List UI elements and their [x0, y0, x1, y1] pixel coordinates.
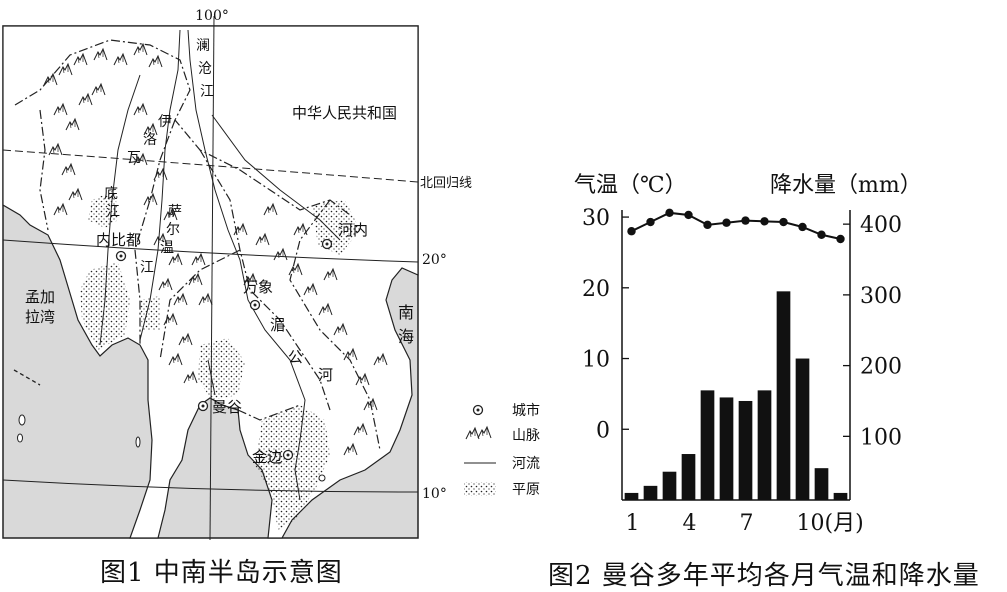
precip-bar	[719, 397, 734, 500]
plain-chao-phraya	[198, 338, 245, 400]
temperature-point	[646, 217, 655, 227]
river-lancang-char: 沧	[198, 60, 212, 77]
right-tick-label: 400	[860, 213, 902, 238]
legend-plain-icon	[464, 482, 496, 496]
river-irrawaddy-char: 伊	[158, 114, 172, 130]
precip-bar	[833, 492, 848, 500]
precip-bar	[681, 454, 696, 500]
country-borders	[14, 39, 381, 451]
temperature-point	[798, 222, 807, 232]
sea-label-1: 南	[398, 303, 414, 322]
city-marker-hanoi	[321, 238, 333, 250]
city-marker-bangkok	[197, 400, 209, 412]
island-chain	[13, 369, 41, 386]
river-irrawaddy-char: 底	[104, 186, 118, 202]
city-marker-phnompenh	[282, 449, 294, 461]
bay-label-2: 拉湾	[25, 308, 55, 326]
river-lancang-char: 澜	[196, 38, 210, 54]
river-mekong-char: 公	[288, 348, 303, 366]
city-label-hanoi: 河内	[338, 221, 368, 239]
small-city-dot	[318, 474, 326, 482]
climate-chart: 气温（℃） 降水量（mm） 0 10 20 30 100 200 300 400 1 4 7 10(月)	[574, 173, 922, 536]
temperature-point	[722, 218, 731, 227]
river-salween-char: 萨	[168, 204, 182, 220]
tropic-of-cancer	[2, 149, 419, 183]
lat-20-label: 20°	[422, 252, 447, 268]
temperature-point	[703, 220, 712, 230]
right-tick-label: 300	[860, 284, 902, 309]
precip-bar	[624, 492, 639, 500]
meridian-label: 100°	[195, 8, 229, 24]
indochina-map: 100° 20° 10° 北回归线 中华人民共和国 孟加 拉湾 南 海 内比都 …	[2, 8, 540, 541]
parallel-20	[2, 239, 419, 263]
legend-city-label: 城市	[512, 402, 540, 419]
bay-label-1: 孟加	[25, 288, 55, 306]
temperature-point	[760, 217, 769, 226]
river-salween-char: 尔	[166, 222, 180, 238]
tropic-label: 北回归线	[420, 176, 472, 191]
legend-plain-label: 平原	[512, 482, 540, 498]
city-label-naypyidaw: 内比都	[96, 231, 141, 249]
temperature-point	[836, 234, 845, 244]
river-salween-char: 江	[140, 260, 154, 276]
lat-10-label: 10°	[422, 486, 447, 502]
precip-bar	[814, 468, 829, 500]
temperature-point	[627, 227, 636, 236]
island	[17, 433, 23, 443]
left-tick-label: 20	[582, 277, 610, 302]
sea-label-2: 海	[398, 327, 414, 346]
right-tick-label: 100	[860, 425, 902, 450]
legend-mountain-label: 山脉	[512, 428, 540, 444]
island	[135, 436, 141, 448]
china-label: 中华人民共和国	[292, 104, 397, 122]
temperature-point	[817, 230, 826, 239]
river-mekong-char: 河	[318, 366, 333, 384]
legend-river-label: 河流	[512, 456, 540, 472]
temperature-point	[779, 217, 788, 227]
meridian-100	[209, 15, 215, 541]
x-tick-label: 1	[626, 511, 640, 536]
precip-bar	[738, 400, 753, 500]
left-tick-label: 0	[596, 418, 610, 443]
precip-bar	[643, 485, 658, 500]
precip-bar	[662, 471, 677, 500]
x-tick-label: 4	[683, 511, 697, 536]
left-tick-label: 10	[582, 348, 610, 373]
precip-bar	[757, 390, 772, 500]
river-mekong-char: 湄	[270, 316, 285, 334]
plain-irrawaddy	[80, 262, 130, 350]
precip-bar	[795, 358, 810, 500]
temperature-line	[631, 211, 841, 240]
figure2-caption: 图2 曼谷多年平均各月气温和降水量	[548, 561, 980, 591]
river-irrawaddy-char: 洛	[143, 132, 157, 148]
right-axis-title: 降水量（mm）	[770, 173, 922, 198]
river-irrawaddy-char: 瓦	[127, 150, 141, 166]
city-label-vientiane: 万象	[243, 278, 273, 296]
city-label-bangkok: 曼谷	[212, 398, 242, 416]
legend-mountain-icon	[465, 426, 492, 440]
plain-mekong-delta	[255, 405, 330, 530]
precip-bar	[700, 390, 715, 500]
legend-city-icon	[472, 404, 484, 416]
x-tick-label: 10(月)	[797, 511, 864, 536]
precip-bar	[776, 291, 791, 500]
city-label-phnompenh: 金边	[252, 448, 282, 466]
map-legend: 城市 山脉 河流 平原	[464, 402, 540, 498]
parallel-10	[2, 479, 419, 493]
rivers	[99, 29, 341, 501]
temperature-point	[741, 216, 750, 225]
river-salween-char: 温	[160, 240, 174, 256]
figure1-caption: 图1 中南半岛示意图	[100, 558, 343, 588]
city-marker-naypyidaw	[115, 250, 127, 262]
city-marker-vientiane	[249, 299, 261, 311]
right-tick-label: 200	[860, 355, 902, 380]
left-tick-label: 30	[582, 206, 610, 231]
temperature-point	[665, 208, 674, 218]
temperature-point	[684, 210, 693, 220]
river-irrawaddy-char: 江	[106, 204, 120, 220]
left-axis-title: 气温（℃）	[574, 173, 687, 198]
island	[18, 414, 26, 426]
river-lancang-char: 江	[200, 84, 214, 100]
x-tick-label: 7	[740, 511, 754, 536]
